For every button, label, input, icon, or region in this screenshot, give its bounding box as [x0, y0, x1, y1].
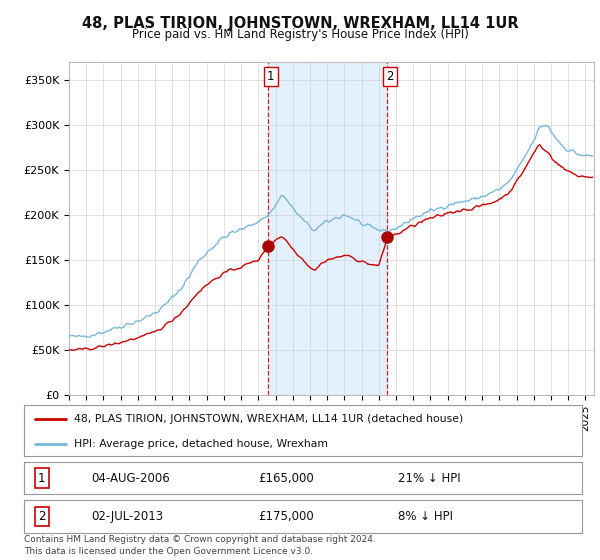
Text: 2: 2 — [386, 70, 394, 83]
Text: 1: 1 — [267, 70, 275, 83]
Text: 48, PLAS TIRION, JOHNSTOWN, WREXHAM, LL14 1UR (detached house): 48, PLAS TIRION, JOHNSTOWN, WREXHAM, LL1… — [74, 414, 463, 424]
Text: 2: 2 — [38, 510, 46, 523]
Text: Contains HM Land Registry data © Crown copyright and database right 2024.
This d: Contains HM Land Registry data © Crown c… — [24, 535, 376, 556]
Text: Price paid vs. HM Land Registry's House Price Index (HPI): Price paid vs. HM Land Registry's House … — [131, 28, 469, 41]
Text: 02-JUL-2013: 02-JUL-2013 — [91, 510, 163, 523]
Text: £165,000: £165,000 — [259, 472, 314, 485]
Text: £175,000: £175,000 — [259, 510, 314, 523]
Text: 21% ↓ HPI: 21% ↓ HPI — [398, 472, 460, 485]
Text: HPI: Average price, detached house, Wrexham: HPI: Average price, detached house, Wrex… — [74, 438, 328, 449]
Text: 8% ↓ HPI: 8% ↓ HPI — [398, 510, 453, 523]
Text: 1: 1 — [38, 472, 46, 485]
Bar — [268, 62, 388, 395]
Text: 48, PLAS TIRION, JOHNSTOWN, WREXHAM, LL14 1UR: 48, PLAS TIRION, JOHNSTOWN, WREXHAM, LL1… — [82, 16, 518, 31]
Text: 04-AUG-2006: 04-AUG-2006 — [91, 472, 170, 485]
